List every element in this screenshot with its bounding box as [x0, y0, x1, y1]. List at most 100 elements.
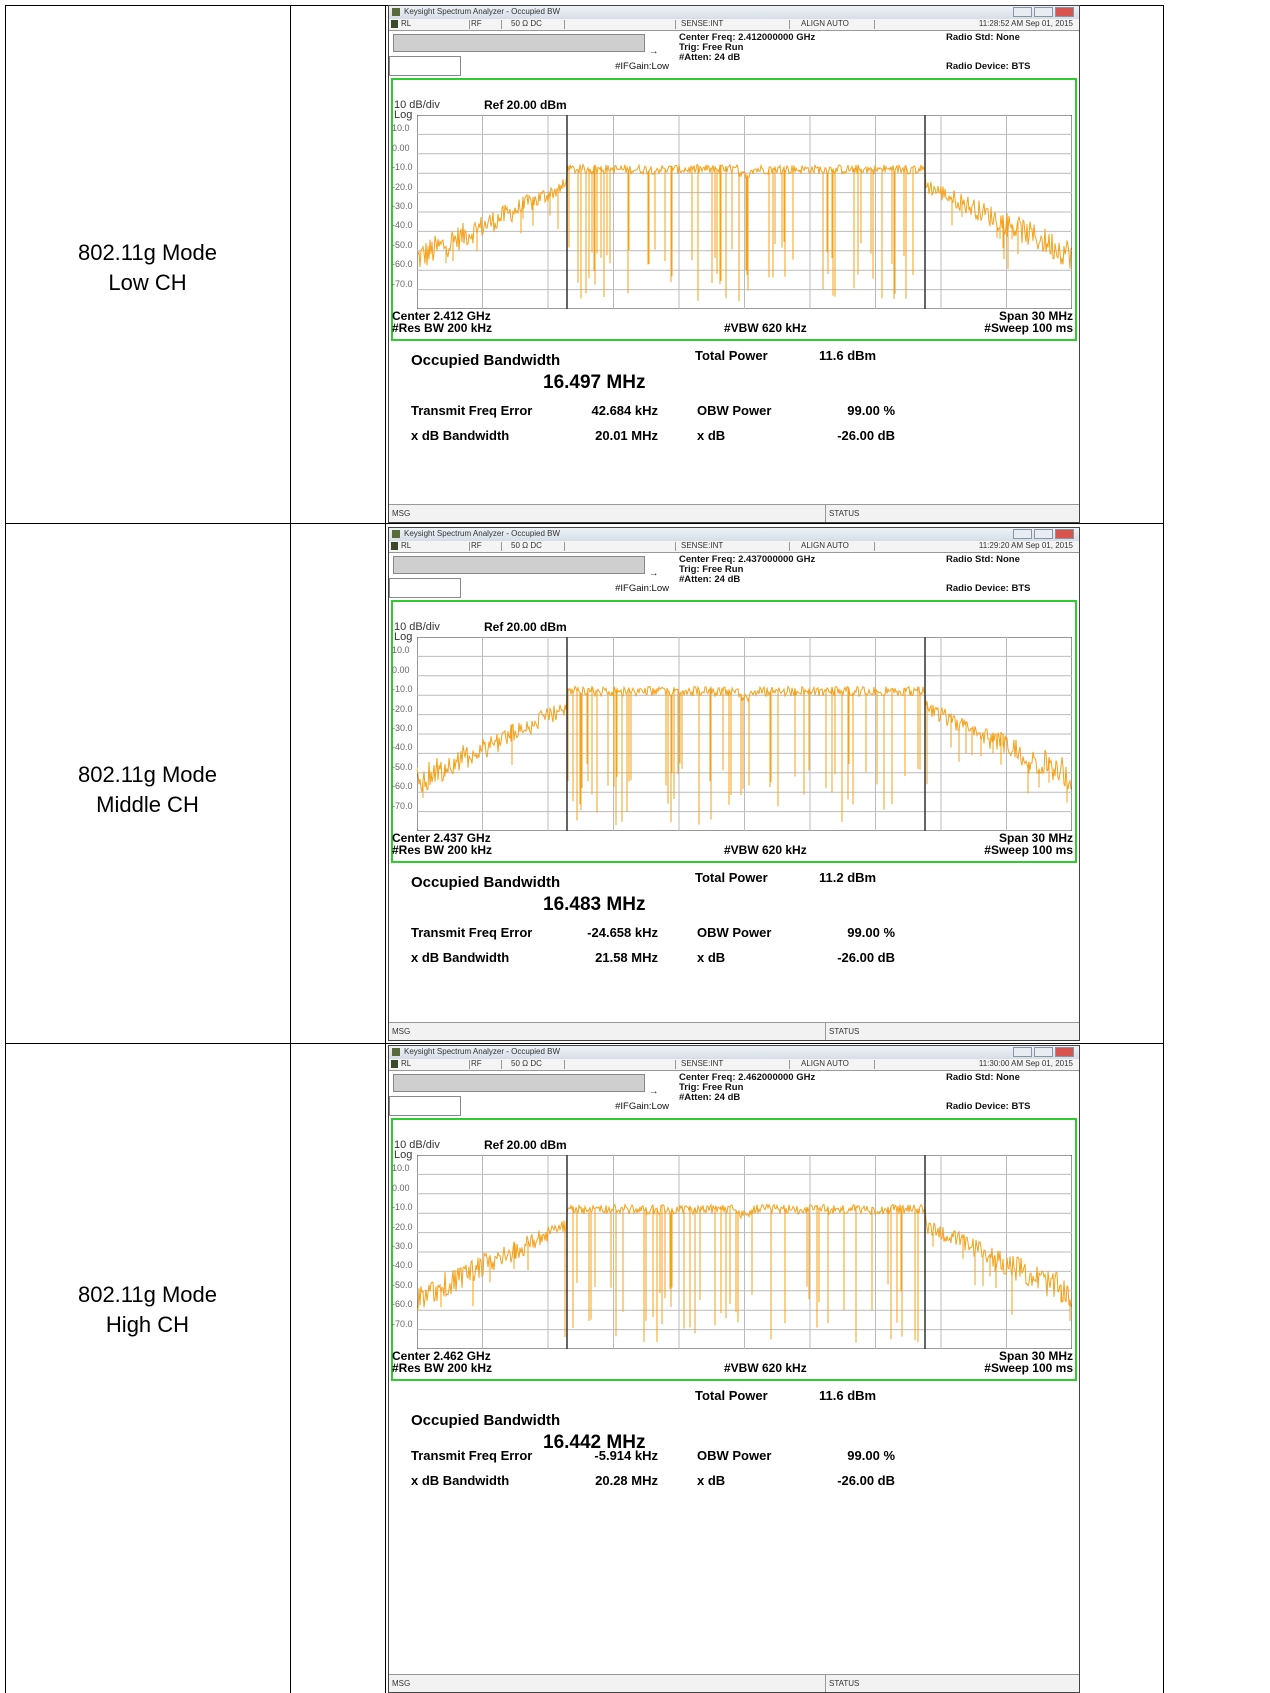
window-button — [1013, 1047, 1032, 1057]
window-title: Keysight Spectrum Analyzer - Occupied BW — [404, 7, 561, 16]
window-button — [1055, 1047, 1074, 1057]
obw-value: 16.483 MHz — [543, 894, 646, 915]
app-icon — [392, 1048, 400, 1056]
row-label: High CH — [105, 1312, 190, 1337]
window-title: Keysight Spectrum Analyzer - Occupied BW — [404, 529, 561, 538]
radio-device: Radio Device: BTS — [946, 583, 1031, 594]
status-item: RF — [471, 541, 482, 550]
input-box — [389, 1096, 461, 1116]
arrow-icon: → — [649, 46, 659, 57]
status-item: ALIGN AUTO — [801, 1059, 849, 1068]
trigger: Trig: Free Run — [679, 1082, 744, 1093]
plot-frame — [391, 78, 1077, 341]
arrow-icon: → — [649, 1086, 659, 1097]
attenuation: #Atten: 24 dB — [679, 574, 741, 585]
status-divider — [469, 20, 470, 29]
obw-power-value: 99.00 % — [847, 1448, 895, 1463]
y-tick-label: 0.00 — [392, 664, 410, 675]
status-divider — [501, 1060, 502, 1069]
y-tick-label: -30.0 — [392, 201, 413, 211]
timestamp: 11:29:20 AM Sep 01, 2015 — [978, 541, 1073, 550]
msg: MSG — [392, 1679, 411, 1688]
total-power-label: Total Power — [695, 348, 768, 363]
status-item: RL — [401, 1059, 412, 1068]
center-label: Center 2.437 GHz — [392, 831, 491, 845]
y-tick-label: -20.0 — [392, 703, 413, 714]
status-divider — [874, 20, 875, 29]
table-border — [5, 5, 6, 1693]
status-divider — [564, 1060, 565, 1069]
trace-spikes — [445, 165, 1019, 302]
status-divider — [825, 1023, 826, 1040]
y-tick-label: 10.0 — [392, 645, 410, 656]
input-box — [389, 578, 461, 598]
radio-device: Radio Device: BTS — [946, 61, 1031, 72]
title-bar: Keysight Spectrum Analyzer - Occupied BW — [389, 528, 1079, 541]
row-label: 802.11g Mode — [77, 1282, 218, 1307]
status-bar: RL RF 50 Ω DC SENSE:INT ALIGN AUTO 11:29:20 A… — [389, 541, 1079, 553]
scale: 10 dB/div — [394, 621, 440, 633]
vbw: #VBW 620 kHz — [724, 843, 807, 857]
spectrum-plot — [417, 115, 1072, 309]
trace — [417, 684, 1072, 792]
xdb-bw-value: 20.28 MHz — [595, 1473, 658, 1488]
y-tick-label: -10.0 — [392, 1202, 413, 1213]
y-tick-label: -10.0 — [392, 162, 413, 173]
obw-power-label: OBW Power — [697, 1448, 772, 1463]
timestamp: 11:28:52 AM Sep 01, 2015 — [978, 19, 1073, 28]
msg: MSG — [392, 509, 411, 518]
attenuation: #Atten: 24 dB — [679, 52, 741, 63]
status: STATUS — [829, 1027, 860, 1036]
tfe-value: -5.914 kHz — [594, 1448, 658, 1463]
xdb-value: -26.00 dB — [837, 1473, 895, 1488]
if-gain: #IFGain:Low — [615, 61, 669, 72]
y-tick-label: 0.00 — [392, 142, 410, 153]
trace — [417, 1203, 1072, 1312]
plot-frame — [391, 1118, 1077, 1381]
status-item: SENSE:INT — [681, 19, 724, 28]
app-icon — [392, 530, 400, 538]
obw-power-value: 99.00 % — [847, 925, 895, 940]
xdb-value: -26.00 dB — [837, 950, 895, 965]
input-box — [389, 56, 461, 76]
status-divider — [675, 20, 676, 29]
status-item: 50 Ω DC — [511, 541, 542, 550]
row-label: Low CH — [108, 270, 187, 295]
row-divider — [5, 1043, 1164, 1044]
y-tick-label: -40.0 — [392, 1260, 413, 1271]
arrow-icon: → — [649, 568, 659, 579]
log-label: Log — [394, 1149, 413, 1161]
status-divider — [874, 1060, 875, 1069]
tfe-value: 42.684 kHz — [591, 403, 659, 418]
reference-level: Ref 20.00 dBm — [484, 620, 567, 634]
status-icon — [391, 1060, 398, 1068]
total-power-value: 11.2 dBm — [819, 870, 877, 885]
span: Span 30 MHz — [998, 309, 1073, 323]
status-divider — [675, 1060, 676, 1069]
radio-std: Radio Std: None — [946, 32, 1020, 43]
title-bar: Keysight Spectrum Analyzer - Occupied BW — [389, 1046, 1079, 1059]
status-icon — [391, 20, 398, 28]
status-divider — [789, 1060, 790, 1069]
sweep: #Sweep 100 ms — [984, 1361, 1073, 1375]
xdb-label: x dB — [697, 1473, 726, 1488]
status-icon — [391, 542, 398, 550]
center-label: Center 2.462 GHz — [392, 1349, 491, 1363]
total-power-value: 11.6 dBm — [819, 348, 877, 363]
status-bar: RL RF 50 Ω DC SENSE:INT ALIGN AUTO 11:28:52 A… — [389, 19, 1079, 31]
status-divider — [501, 20, 502, 29]
status-bar: RL RF 50 Ω DC SENSE:INT ALIGN AUTO 11:30:00 A… — [389, 1059, 1079, 1071]
window-button — [1013, 7, 1032, 17]
table-border — [1163, 5, 1164, 1693]
log-label: Log — [394, 109, 413, 121]
total-power-label: Total Power — [695, 870, 768, 885]
obw-label: Occupied Bandwidth — [411, 352, 561, 369]
status-divider — [564, 20, 565, 29]
center-label: Center 2.412 GHz — [392, 309, 491, 323]
message-bar: MSG STATUS — [389, 1674, 1079, 1692]
status-item: ALIGN AUTO — [801, 19, 849, 28]
msg: MSG — [392, 1027, 411, 1036]
y-tick-label: -50.0 — [392, 761, 413, 772]
reference-level: Ref 20.00 dBm — [484, 98, 567, 112]
timestamp: 11:30:00 AM Sep 01, 2015 — [978, 1059, 1073, 1068]
